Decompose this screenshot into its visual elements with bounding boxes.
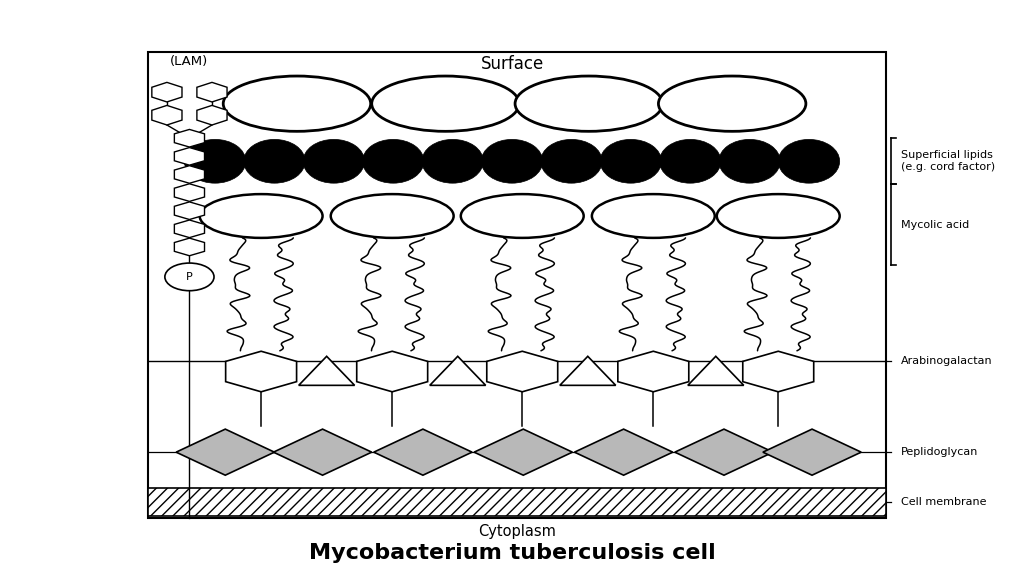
Text: Superficial lipids
(e.g. cord factor): Superficial lipids (e.g. cord factor) bbox=[901, 150, 995, 172]
Polygon shape bbox=[174, 166, 205, 183]
Polygon shape bbox=[474, 429, 572, 475]
Polygon shape bbox=[299, 357, 354, 385]
Bar bbox=[148, 488, 886, 516]
Polygon shape bbox=[742, 351, 814, 392]
Ellipse shape bbox=[303, 139, 365, 183]
Polygon shape bbox=[174, 184, 205, 202]
Text: (LAM): (LAM) bbox=[170, 55, 209, 68]
Ellipse shape bbox=[461, 194, 584, 238]
Text: Mycobacterium tuberculosis cell: Mycobacterium tuberculosis cell bbox=[308, 543, 716, 563]
Polygon shape bbox=[356, 351, 428, 392]
Polygon shape bbox=[174, 238, 205, 256]
Text: Surface: Surface bbox=[480, 55, 544, 73]
Circle shape bbox=[165, 263, 214, 291]
Text: Peplidoglycan: Peplidoglycan bbox=[901, 447, 979, 457]
Text: Cytoplasm: Cytoplasm bbox=[478, 524, 556, 539]
Bar bbox=[148, 52, 886, 518]
Ellipse shape bbox=[362, 139, 424, 183]
Polygon shape bbox=[225, 351, 297, 392]
Polygon shape bbox=[617, 351, 689, 392]
Polygon shape bbox=[174, 202, 205, 219]
Ellipse shape bbox=[223, 76, 371, 131]
Ellipse shape bbox=[717, 194, 840, 238]
Ellipse shape bbox=[719, 139, 780, 183]
Ellipse shape bbox=[592, 194, 715, 238]
Polygon shape bbox=[176, 429, 274, 475]
Ellipse shape bbox=[658, 76, 806, 131]
Ellipse shape bbox=[184, 139, 246, 183]
Text: Cell membrane: Cell membrane bbox=[901, 497, 986, 507]
Ellipse shape bbox=[244, 139, 305, 183]
Polygon shape bbox=[763, 429, 861, 475]
Ellipse shape bbox=[515, 76, 663, 131]
Ellipse shape bbox=[481, 139, 543, 183]
Polygon shape bbox=[688, 357, 743, 385]
Polygon shape bbox=[486, 351, 558, 392]
Polygon shape bbox=[174, 220, 205, 238]
Polygon shape bbox=[174, 130, 205, 147]
Polygon shape bbox=[152, 82, 182, 102]
Polygon shape bbox=[174, 147, 205, 165]
Polygon shape bbox=[430, 357, 485, 385]
Polygon shape bbox=[197, 82, 227, 102]
Text: Mycolic acid: Mycolic acid bbox=[901, 219, 970, 230]
Polygon shape bbox=[574, 429, 673, 475]
Ellipse shape bbox=[372, 76, 519, 131]
Ellipse shape bbox=[200, 194, 323, 238]
Ellipse shape bbox=[331, 194, 454, 238]
Text: Arabinogalactan: Arabinogalactan bbox=[901, 356, 992, 366]
Polygon shape bbox=[197, 105, 227, 125]
Polygon shape bbox=[675, 429, 773, 475]
Ellipse shape bbox=[541, 139, 602, 183]
Polygon shape bbox=[374, 429, 472, 475]
Polygon shape bbox=[152, 105, 182, 125]
Polygon shape bbox=[560, 357, 615, 385]
Ellipse shape bbox=[600, 139, 662, 183]
Ellipse shape bbox=[659, 139, 721, 183]
Ellipse shape bbox=[422, 139, 483, 183]
Text: P: P bbox=[186, 272, 193, 282]
Ellipse shape bbox=[778, 139, 840, 183]
Polygon shape bbox=[273, 429, 372, 475]
